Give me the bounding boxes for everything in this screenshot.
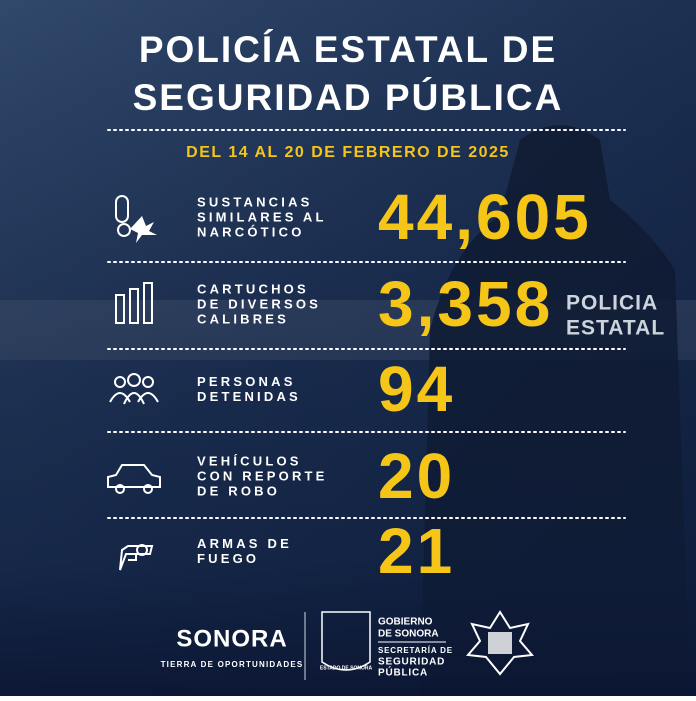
icon-shape [107, 464, 161, 488]
badge-center [488, 632, 512, 654]
stat-label: NARCÓTICO [197, 224, 305, 239]
vest-text: POLICIA [566, 292, 658, 315]
secretaria: SEGURIDAD [378, 657, 445, 668]
stat-icon [119, 544, 154, 571]
vest-text: ESTATAL [566, 317, 665, 340]
icon-shape [109, 392, 159, 405]
stat-label: ARMAS DE [197, 536, 292, 551]
secretaria: PÚBLICA [378, 666, 428, 679]
stat-value: 3,358 [378, 268, 553, 340]
icon-shape [114, 376, 126, 388]
icon-shape [115, 294, 125, 324]
stat-label: DE DIVERSOS [197, 296, 321, 311]
stat-label: CON REPORTE [197, 468, 328, 483]
tagline: TIERRA DE OPORTUNIDADES [161, 660, 304, 669]
stat-value: 20 [378, 440, 455, 512]
stat-label: FUEGO [197, 551, 259, 566]
stat-label: DE ROBO [197, 483, 280, 498]
gobierno: GOBIERNO [378, 617, 433, 628]
stat-icon [115, 282, 153, 324]
stat-label: SIMILARES AL [197, 209, 327, 224]
icon-shape [115, 484, 125, 494]
shield [321, 611, 371, 671]
title: SEGURIDAD PÚBLICA [133, 76, 564, 118]
stat-icon [107, 464, 161, 494]
stat-value: 21 [378, 515, 455, 587]
stat-icon [109, 373, 159, 405]
gobierno: DE SONORA [378, 629, 439, 640]
icon-shape [129, 288, 139, 324]
stat-label: DETENIDAS [197, 389, 301, 404]
footer: SONORA TIERRA DE OPORTUNIDADES ESTADO DE S… [161, 610, 534, 680]
badge [466, 610, 534, 676]
secretaria: SECRETARÍA DE [378, 646, 453, 655]
brand: SONORA [176, 625, 287, 652]
icon-shape [143, 282, 153, 324]
icon-shape [142, 376, 154, 388]
title: POLICÍA ESTATAL DE [139, 29, 557, 70]
icon-shape [115, 195, 129, 223]
icon-shape [117, 223, 131, 237]
stat-icon [115, 195, 157, 243]
icon-shape [119, 545, 154, 571]
icon-shape [136, 544, 148, 556]
stat-label: SUSTANCIAS [197, 194, 313, 209]
stat-label: CALIBRES [197, 311, 289, 326]
stat-value: 44,605 [378, 181, 592, 253]
stat-value: 94 [378, 353, 455, 425]
icon-shape [143, 484, 153, 494]
shield-text: ESTADO DE SONORA [320, 665, 373, 671]
stat-label: PERSONAS [197, 374, 296, 389]
stat-label: CARTUCHOS [197, 281, 309, 296]
icon-shape [130, 216, 157, 243]
date: DEL 14 AL 20 DE FEBRERO DE 2025 [186, 144, 510, 161]
icon-shape [127, 373, 141, 387]
stat-label: VEHÍCULOS [197, 453, 302, 468]
